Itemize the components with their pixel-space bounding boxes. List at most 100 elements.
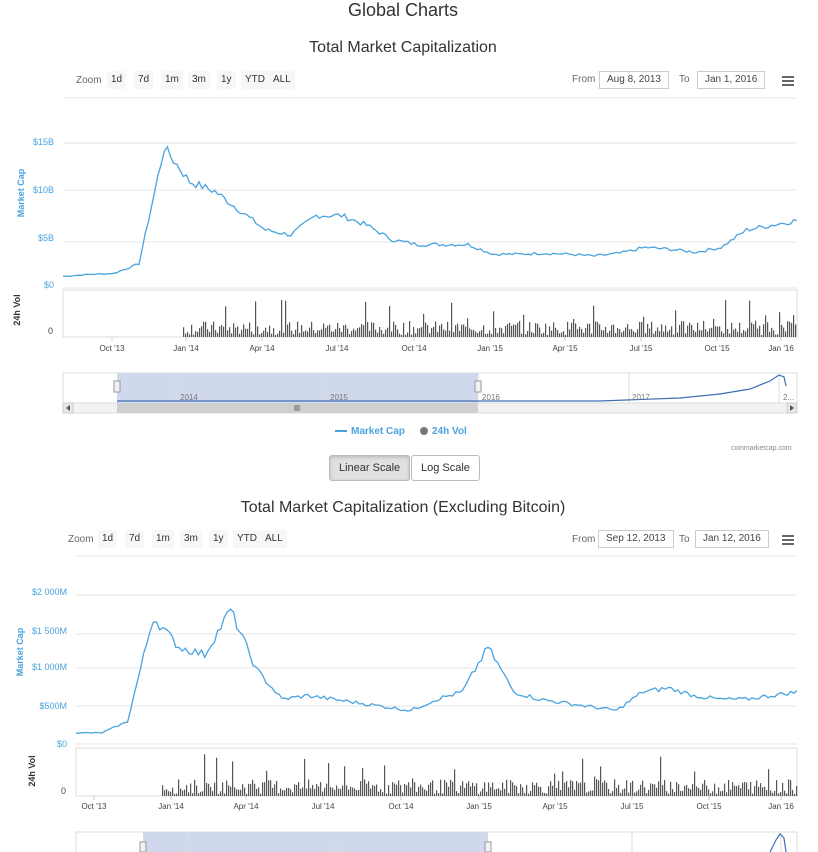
volume-bar <box>499 327 501 337</box>
volume-bar <box>253 334 255 337</box>
volume-bar <box>319 330 321 337</box>
volume-bar <box>406 785 408 796</box>
chart2-to-date-input[interactable]: Jan 12, 2016 <box>695 530 769 548</box>
volume-bar <box>413 327 415 337</box>
volume-bar <box>436 790 438 796</box>
volume-bar <box>623 330 625 337</box>
volume-bar <box>476 783 478 796</box>
volume-bar <box>723 333 725 337</box>
log-scale-button[interactable]: Log Scale <box>411 455 480 481</box>
volume-bar <box>700 789 702 796</box>
volume-bar <box>679 324 681 337</box>
volume-bar <box>170 791 172 796</box>
market-cap-series-line <box>62 145 798 278</box>
volume-bar <box>525 334 527 337</box>
volume-bar <box>231 333 233 337</box>
volume-bar <box>275 334 277 337</box>
volume-bar <box>553 322 555 337</box>
chart1-hamburger-menu-icon[interactable] <box>782 76 794 88</box>
volume-bar <box>426 790 428 796</box>
volume-bar <box>298 782 300 796</box>
linear-scale-button[interactable]: Linear Scale <box>329 455 411 481</box>
chart2-hamburger-menu-icon[interactable] <box>782 535 794 547</box>
volume-bar <box>366 783 368 796</box>
chart2-zoom-1y-button[interactable]: 1y <box>209 530 228 548</box>
chart1-zoom-all-button[interactable]: ALL <box>269 71 295 89</box>
volume-bar <box>795 324 797 337</box>
legend-24h-vol[interactable]: 24h Vol <box>420 426 467 437</box>
volume-bar <box>411 334 413 337</box>
volume-bar <box>788 779 790 796</box>
volume-bar <box>390 793 392 796</box>
volume-bar <box>380 789 382 796</box>
chart1-zoom-1m-button[interactable]: 1m <box>161 71 183 89</box>
volume-bar <box>456 791 458 796</box>
volume-bar <box>541 333 543 337</box>
volume-bar <box>408 782 410 796</box>
chart2-zoom-7d-button[interactable]: 7d <box>125 530 145 548</box>
volume-bar <box>270 780 272 796</box>
volume-bar <box>276 781 278 796</box>
chart2-from-date-input[interactable]: Sep 12, 2013 <box>598 530 674 548</box>
chart2-zoom-3m-button[interactable]: 3m <box>180 530 202 548</box>
volume-bar <box>607 332 609 337</box>
volume-bar <box>752 793 754 796</box>
legend-market-cap[interactable]: Market Cap <box>335 426 405 437</box>
chart1-zoom-7d-button[interactable]: 7d <box>134 71 154 89</box>
volume-bar <box>733 329 735 337</box>
volume-bar <box>628 792 630 796</box>
volume-bar <box>320 782 322 796</box>
chart2-xtick: Jan '15 <box>466 802 492 811</box>
volume-bar <box>354 788 356 796</box>
volume-bar <box>370 788 372 796</box>
volume-bar <box>212 791 214 796</box>
volume-bar <box>274 784 276 796</box>
volume-bar <box>537 323 539 337</box>
chart2-zoom-1m-button[interactable]: 1m <box>152 530 174 548</box>
chart1-zoom-ytd-button[interactable]: YTD <box>241 71 269 89</box>
volume-bar <box>200 791 202 796</box>
volume-bar <box>261 332 263 337</box>
chart1-zoom-label: Zoom <box>76 75 102 86</box>
volume-bar <box>326 783 328 796</box>
volume-bar <box>687 325 689 337</box>
chart2-zoom-1d-button[interactable]: 1d <box>98 530 118 548</box>
volume-bar <box>599 324 601 337</box>
volume-bar <box>232 761 234 796</box>
volume-bar <box>738 785 740 796</box>
volume-bar <box>549 326 551 337</box>
volume-bar <box>461 324 463 337</box>
chart1-from-date-input[interactable]: Aug 8, 2013 <box>599 71 669 89</box>
volume-bar <box>225 306 227 337</box>
chart1-zoom-1y-button[interactable]: 1y <box>217 71 236 89</box>
chart1-title: Total Market Capitalization <box>309 39 497 56</box>
volume-bar <box>482 788 484 796</box>
chart2-zoom-ytd-button[interactable]: YTD <box>233 530 261 548</box>
volume-bar <box>542 792 544 796</box>
volume-bar <box>648 789 650 796</box>
volume-bar <box>449 330 451 337</box>
volume-bar <box>522 787 524 796</box>
volume-bar <box>681 321 683 337</box>
chart1-xtick: Jan '15 <box>477 344 503 353</box>
volume-bar <box>598 780 600 796</box>
volume-bar <box>227 330 229 337</box>
volume-bar <box>572 781 574 796</box>
volume-bar <box>779 312 781 337</box>
volume-bar <box>711 327 713 337</box>
volume-bar <box>610 793 612 796</box>
chart1-xtick: Jan '16 <box>768 344 794 353</box>
volume-bar <box>680 790 682 796</box>
volume-bar <box>689 322 691 337</box>
volume-bar <box>342 785 344 796</box>
chart1-zoom-1d-button[interactable]: 1d <box>107 71 127 89</box>
volume-bar <box>578 783 580 796</box>
volume-bar <box>591 333 593 337</box>
volume-bar <box>325 327 327 337</box>
volume-bar <box>162 785 164 796</box>
chart1-to-date-input[interactable]: Jan 1, 2016 <box>697 71 766 89</box>
volume-bar <box>300 788 302 796</box>
chart1-zoom-3m-button[interactable]: 3m <box>188 71 210 89</box>
volume-bar <box>241 329 243 337</box>
chart2-zoom-all-button[interactable]: ALL <box>261 530 287 548</box>
